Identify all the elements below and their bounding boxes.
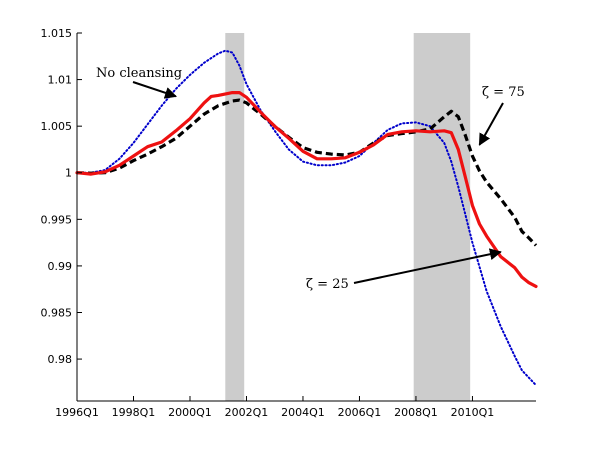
series-line-solid xyxy=(75,91,538,288)
x-tick-label: 2010Q1 xyxy=(451,406,495,419)
shaded-period-2 xyxy=(413,33,471,401)
series-layer xyxy=(75,49,538,387)
y-tick-label: 0.985 xyxy=(41,306,73,319)
x-tick-label: 2008Q1 xyxy=(394,406,438,419)
x-tick-label: 1998Q1 xyxy=(112,406,156,419)
shaded-period-1 xyxy=(225,33,245,401)
y-tick-label: 1.005 xyxy=(41,120,73,133)
x-tick-label: 2004Q1 xyxy=(281,406,325,419)
annotations: No cleansing ζ = 75 ζ = 25 xyxy=(96,66,525,292)
annotation-zeta-75: ζ = 75 xyxy=(482,85,525,100)
annotation-arrow-zeta-75 xyxy=(478,102,504,146)
series-line-dotted xyxy=(76,49,537,387)
annotation-arrow-zeta-25 xyxy=(353,248,502,284)
axes: 0.98 0.985 0.99 0.995 1 1.005 1.01 1.015 1996Q1 1… xyxy=(41,27,536,419)
y-tick-label: 0.99 xyxy=(48,260,73,273)
annotation-zeta-25: ζ = 25 xyxy=(306,277,349,292)
y-tick-label: 1.015 xyxy=(41,27,73,40)
y-tick-label: 1 xyxy=(65,167,72,180)
y-tick-label: 1.01 xyxy=(48,74,73,87)
x-tick-label: 2006Q1 xyxy=(338,406,382,419)
x-tick-label: 2000Q1 xyxy=(168,406,212,419)
series-line-dashed xyxy=(76,98,538,247)
annotation-arrow-no-cleansing xyxy=(132,81,177,99)
shaded-periods xyxy=(225,33,471,401)
x-tick-label: 2002Q1 xyxy=(225,406,269,419)
annotation-no-cleansing: No cleansing xyxy=(96,66,182,81)
y-tick-label: 0.98 xyxy=(48,353,73,366)
x-tick-label: 1996Q1 xyxy=(55,406,99,419)
y-tick-label: 0.995 xyxy=(41,213,73,226)
